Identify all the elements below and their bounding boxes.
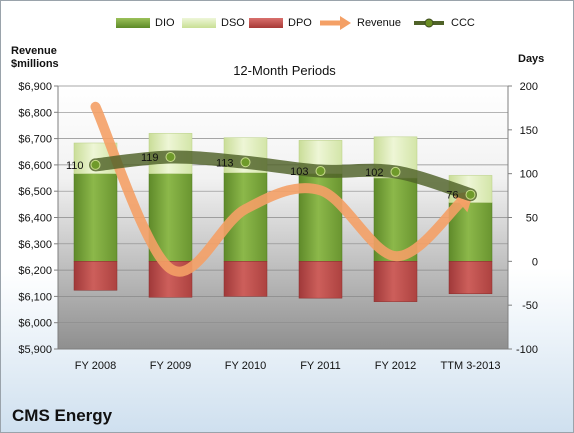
- legend-label-dio: DIO: [155, 17, 175, 29]
- x-tick-label: FY 2011: [300, 360, 341, 372]
- ccc-data-label: 113: [216, 157, 234, 169]
- bar-dio: [73, 173, 118, 262]
- ccc-point: [240, 157, 251, 168]
- ccc-data-label: 110: [66, 160, 84, 172]
- left-tick-label: $6,300: [18, 239, 52, 251]
- ccc-point: [465, 189, 476, 200]
- bar-dpo: [73, 261, 118, 291]
- right-tick-label: 50: [526, 213, 538, 225]
- ccc-point: [165, 152, 176, 163]
- left-tick-label: $6,100: [18, 291, 52, 303]
- legend-label-dso: DSO: [221, 17, 245, 29]
- bar-dpo: [448, 261, 493, 295]
- left-tick-label: $6,900: [18, 81, 52, 93]
- chart-title: 12-Month Periods: [233, 63, 336, 78]
- revenue-line: [90, 101, 467, 277]
- left-tick-label: $6,000: [18, 318, 52, 330]
- left-tick-label: $6,500: [18, 186, 52, 198]
- legend-item-ccc: CCC: [412, 15, 475, 31]
- legend-swatch-ccc: [414, 18, 444, 28]
- x-tick-label: TTM 3-2013: [441, 360, 501, 372]
- company-name: CMS Energy: [12, 406, 113, 425]
- left-tick-label: $6,700: [18, 134, 52, 146]
- legend-item-dio: DIO: [116, 15, 175, 31]
- right-tick-label: -50: [522, 300, 538, 312]
- ccc-line: [89, 150, 477, 202]
- legend-item-dso: DSO: [182, 15, 245, 31]
- x-tick-label: FY 2010: [225, 360, 266, 372]
- x-tick-label: FY 2008: [75, 360, 116, 372]
- left-tick-label: $5,900: [18, 344, 52, 356]
- ccc-data-label: 102: [365, 167, 383, 179]
- legend-swatch-dpo: [249, 18, 283, 28]
- ccc-data-label: 76: [446, 190, 458, 202]
- right-tick-label: 150: [520, 125, 538, 137]
- right-tick-label: -100: [516, 344, 538, 356]
- legend-swatch-dso: [182, 18, 216, 28]
- legend-swatch-revenue: [320, 16, 351, 30]
- left-tick-label: $6,200: [18, 265, 52, 277]
- legend-label-ccc: CCC: [451, 17, 475, 29]
- legend-label-revenue: Revenue: [357, 17, 402, 29]
- left-tick-label: $6,600: [18, 160, 52, 172]
- left-tick-label: $6,800: [18, 107, 52, 119]
- legend-item-dpo: DPO: [249, 15, 312, 31]
- ccc-point: [315, 166, 326, 177]
- left-axis-title-text: Revenue $millions: [11, 45, 59, 70]
- x-tick-label: FY 2012: [375, 360, 416, 372]
- x-tick-label: FY 2009: [150, 360, 191, 372]
- legend: DIO DSO DPO Revenue CCC: [0, 15, 574, 31]
- legend-swatch-dio: [116, 18, 150, 28]
- left-axis-title: Revenue $millions: [11, 45, 59, 71]
- ccc-point: [390, 166, 401, 177]
- bar-dpo: [223, 261, 268, 297]
- left-tick-label: $6,400: [18, 213, 52, 225]
- bar-dpo: [373, 261, 418, 302]
- legend-item-revenue: Revenue: [318, 15, 401, 31]
- ccc-data-label: 119: [141, 152, 159, 164]
- right-tick-label: 200: [520, 81, 538, 93]
- ccc-data-label: 103: [290, 166, 308, 178]
- legend-label-dpo: DPO: [288, 17, 312, 29]
- right-tick-label: 0: [532, 256, 538, 268]
- right-axis-title: Days: [518, 53, 545, 65]
- bar-dpo: [298, 261, 343, 299]
- ccc-point: [90, 159, 101, 170]
- right-tick-label: 100: [520, 169, 538, 181]
